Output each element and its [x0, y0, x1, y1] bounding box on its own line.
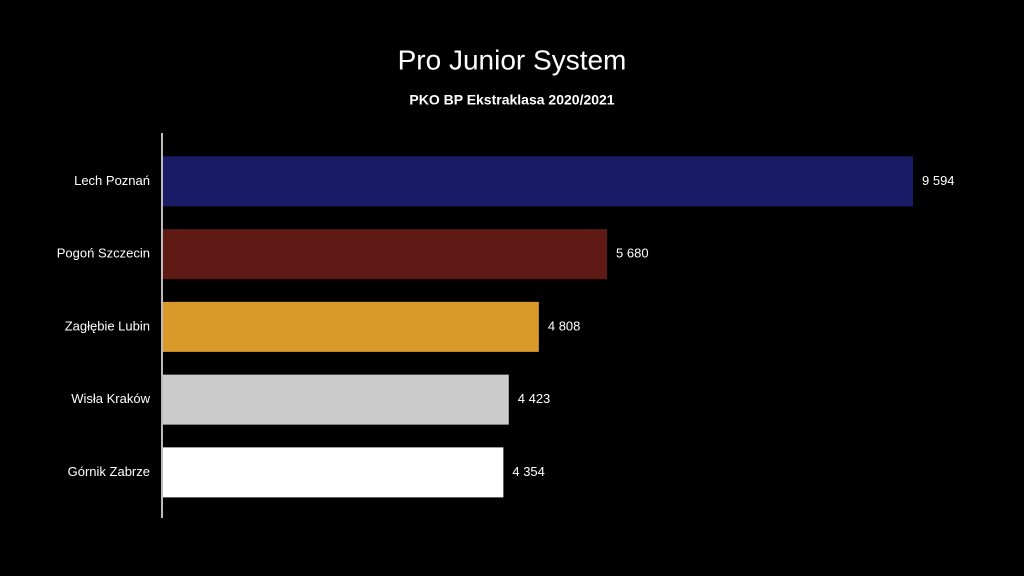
chart-title: Pro Junior System — [398, 44, 627, 75]
value-label: 5 680 — [616, 246, 649, 261]
category-label: Lech Poznań — [74, 173, 150, 188]
category-label: Górnik Zabrze — [68, 464, 150, 479]
chart-subtitle: PKO BP Ekstraklasa 2020/2021 — [409, 92, 614, 108]
bar — [163, 301, 539, 352]
value-label: 4 808 — [548, 318, 581, 333]
bar — [163, 156, 913, 207]
bar — [163, 229, 608, 280]
value-label: 9 594 — [922, 173, 955, 188]
category-label: Pogoń Szczecin — [57, 246, 150, 261]
category-label: Zagłębie Lubin — [65, 318, 150, 333]
bar — [163, 374, 509, 425]
value-label: 4 354 — [512, 464, 545, 479]
bar — [163, 447, 504, 498]
category-label: Wisła Kraków — [71, 391, 150, 406]
value-label: 4 423 — [518, 391, 551, 406]
